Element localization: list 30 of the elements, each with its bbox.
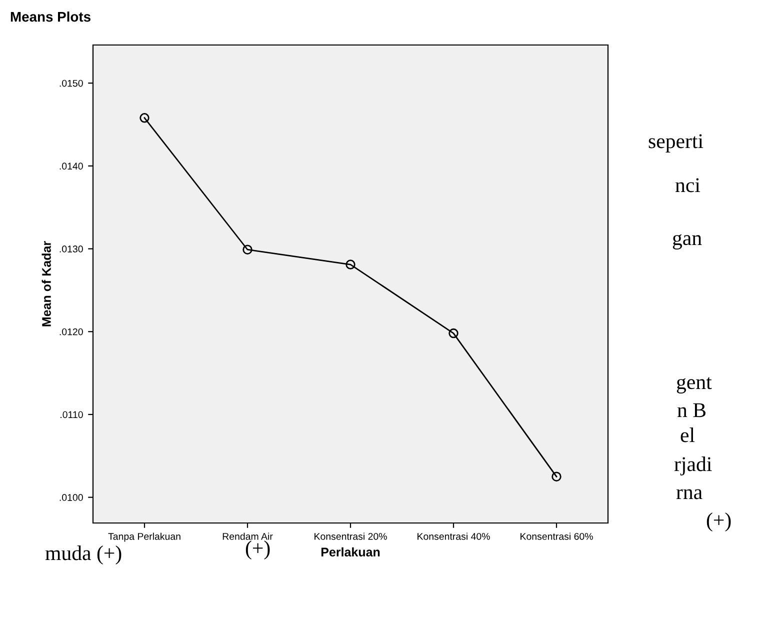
y-tick-label: .0100 bbox=[60, 494, 83, 501]
chart-title: Means Plots bbox=[10, 12, 90, 22]
text: (+) bbox=[246, 540, 270, 560]
text: rjadi bbox=[674, 456, 712, 476]
y-tick-label: .0130 bbox=[60, 246, 83, 252]
point bbox=[552, 472, 562, 482]
x-tick-label: Konsentrasi 40% bbox=[418, 532, 490, 540]
text: nci bbox=[675, 178, 700, 192]
text: (+) bbox=[706, 512, 731, 532]
text: gent bbox=[676, 377, 712, 394]
x-tick-label: Konsentrasi 60% bbox=[520, 532, 593, 540]
x-tick-label: Konsentrasi 20% bbox=[314, 532, 387, 540]
text: muda (+) bbox=[45, 546, 122, 564]
y-tick-label: .0140 bbox=[60, 162, 83, 170]
text: rna bbox=[676, 489, 702, 500]
point bbox=[448, 328, 458, 338]
text: gan bbox=[672, 234, 702, 250]
text: seperti bbox=[648, 134, 704, 152]
text: el bbox=[680, 428, 695, 442]
x-tick-label: Rendam Air bbox=[222, 532, 273, 540]
point bbox=[242, 244, 252, 254]
y-tick-label: .0120 bbox=[60, 328, 83, 336]
x-axis-title: Perlakuan bbox=[321, 547, 380, 557]
y-axis-title: Mean of Kadar bbox=[42, 241, 51, 326]
y-tick-label: .0150 bbox=[60, 80, 83, 87]
x-tick-label: Tanpa Perlakuan bbox=[108, 532, 180, 542]
text: n B bbox=[677, 403, 706, 418]
point bbox=[140, 113, 150, 123]
point bbox=[346, 260, 356, 270]
y-tick-label: .0110 bbox=[60, 411, 83, 418]
